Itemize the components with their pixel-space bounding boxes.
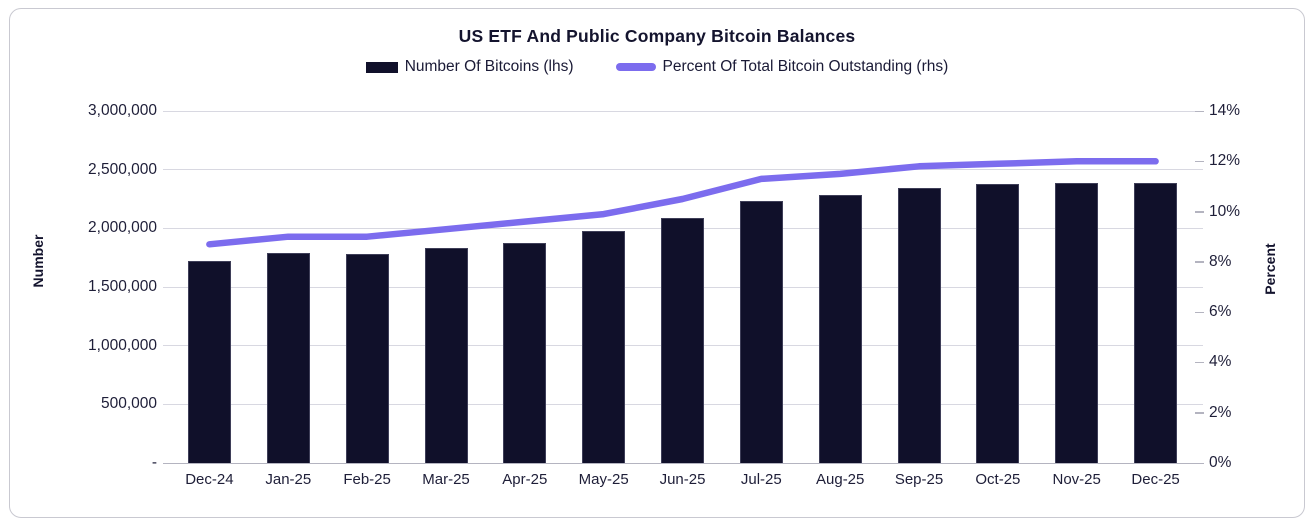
right-axis-tick-label: 8% — [1209, 252, 1232, 270]
x-axis-line — [163, 462, 1203, 464]
bar-Mar-25 — [424, 248, 468, 463]
gridline — [163, 110, 1203, 112]
x-axis-label: Mar-25 — [422, 471, 470, 488]
right-axis-tick — [1195, 311, 1204, 314]
line-series-swatch-icon — [615, 63, 656, 71]
x-axis-label: Aug-25 — [816, 471, 865, 488]
right-axis-tick-label: 0% — [1209, 454, 1232, 471]
right-axis-tick — [1195, 110, 1204, 112]
x-axis-label: Jul-25 — [740, 471, 782, 488]
bar-Jul-25 — [739, 201, 783, 463]
legend-line-label: Percent Of Total Bitcoin Outstanding (rh… — [662, 58, 949, 75]
right-axis-tick — [1195, 211, 1204, 213]
bar-May-25 — [582, 231, 626, 463]
bar-Dec-25 — [1134, 182, 1178, 463]
right-axis-tick — [1195, 160, 1204, 163]
x-axis-label: Oct-25 — [975, 471, 1021, 488]
right-axis-tick-label: 10% — [1209, 202, 1241, 220]
bar-Jan-25 — [266, 253, 310, 463]
bar-Jun-25 — [661, 217, 704, 463]
legend: Number Of Bitcoins (lhs) Percent Of Tota… — [0, 58, 1314, 76]
bar-Nov-25 — [1055, 183, 1099, 463]
right-axis-tick — [1195, 462, 1204, 464]
right-axis-tick-label: 14% — [1209, 102, 1241, 119]
legend-item-bars: Number Of Bitcoins (lhs) — [365, 58, 574, 76]
left-axis-tick-label: 500,000 — [100, 395, 157, 413]
right-axis-tick — [1195, 261, 1204, 263]
x-axis-label: Sep-25 — [894, 471, 944, 488]
x-axis-label: May-25 — [578, 471, 629, 488]
left-axis-tick-label: 1,500,000 — [88, 278, 157, 295]
bar-Oct-25 — [976, 184, 1020, 463]
left-axis-tick-label: 2,000,000 — [88, 219, 157, 237]
bar-Apr-25 — [503, 243, 547, 463]
bar-Feb-25 — [345, 253, 389, 463]
x-axis-label: Feb-25 — [343, 471, 391, 488]
left-axis-tick-label: - — [151, 454, 157, 471]
right-axis-tick — [1195, 361, 1204, 364]
gridline — [163, 169, 1203, 171]
x-axis-label: Nov-25 — [1052, 471, 1101, 488]
bar-series-swatch-icon — [365, 61, 398, 73]
bar-Aug-25 — [818, 194, 862, 463]
bar-Dec-24 — [187, 261, 231, 463]
x-axis-label: Dec-25 — [1131, 471, 1180, 488]
left-axis-tick-label: 3,000,000 — [88, 102, 157, 119]
right-axis-tick-label: 6% — [1209, 303, 1232, 321]
x-axis-label: Jun-25 — [659, 471, 706, 488]
x-axis-label: Jan-25 — [265, 471, 312, 488]
legend-bars-label: Number Of Bitcoins (lhs) — [404, 58, 574, 75]
right-axis-tick-label: 4% — [1209, 353, 1232, 371]
right-axis-tick — [1195, 412, 1204, 414]
left-axis-tick-label: 2,500,000 — [88, 160, 157, 178]
left-axis-tick-label: 1,000,000 — [88, 336, 157, 354]
x-axis-label: Apr-25 — [502, 471, 548, 488]
right-axis-tick-label: 12% — [1209, 152, 1241, 170]
legend-item-line: Percent Of Total Bitcoin Outstanding (rh… — [615, 58, 949, 76]
right-axis-tick-label: 2% — [1209, 403, 1232, 421]
chart-title: US ETF And Public Company Bitcoin Balanc… — [458, 26, 856, 46]
x-axis-label: Dec-24 — [185, 471, 234, 488]
bar-Sep-25 — [897, 188, 941, 463]
